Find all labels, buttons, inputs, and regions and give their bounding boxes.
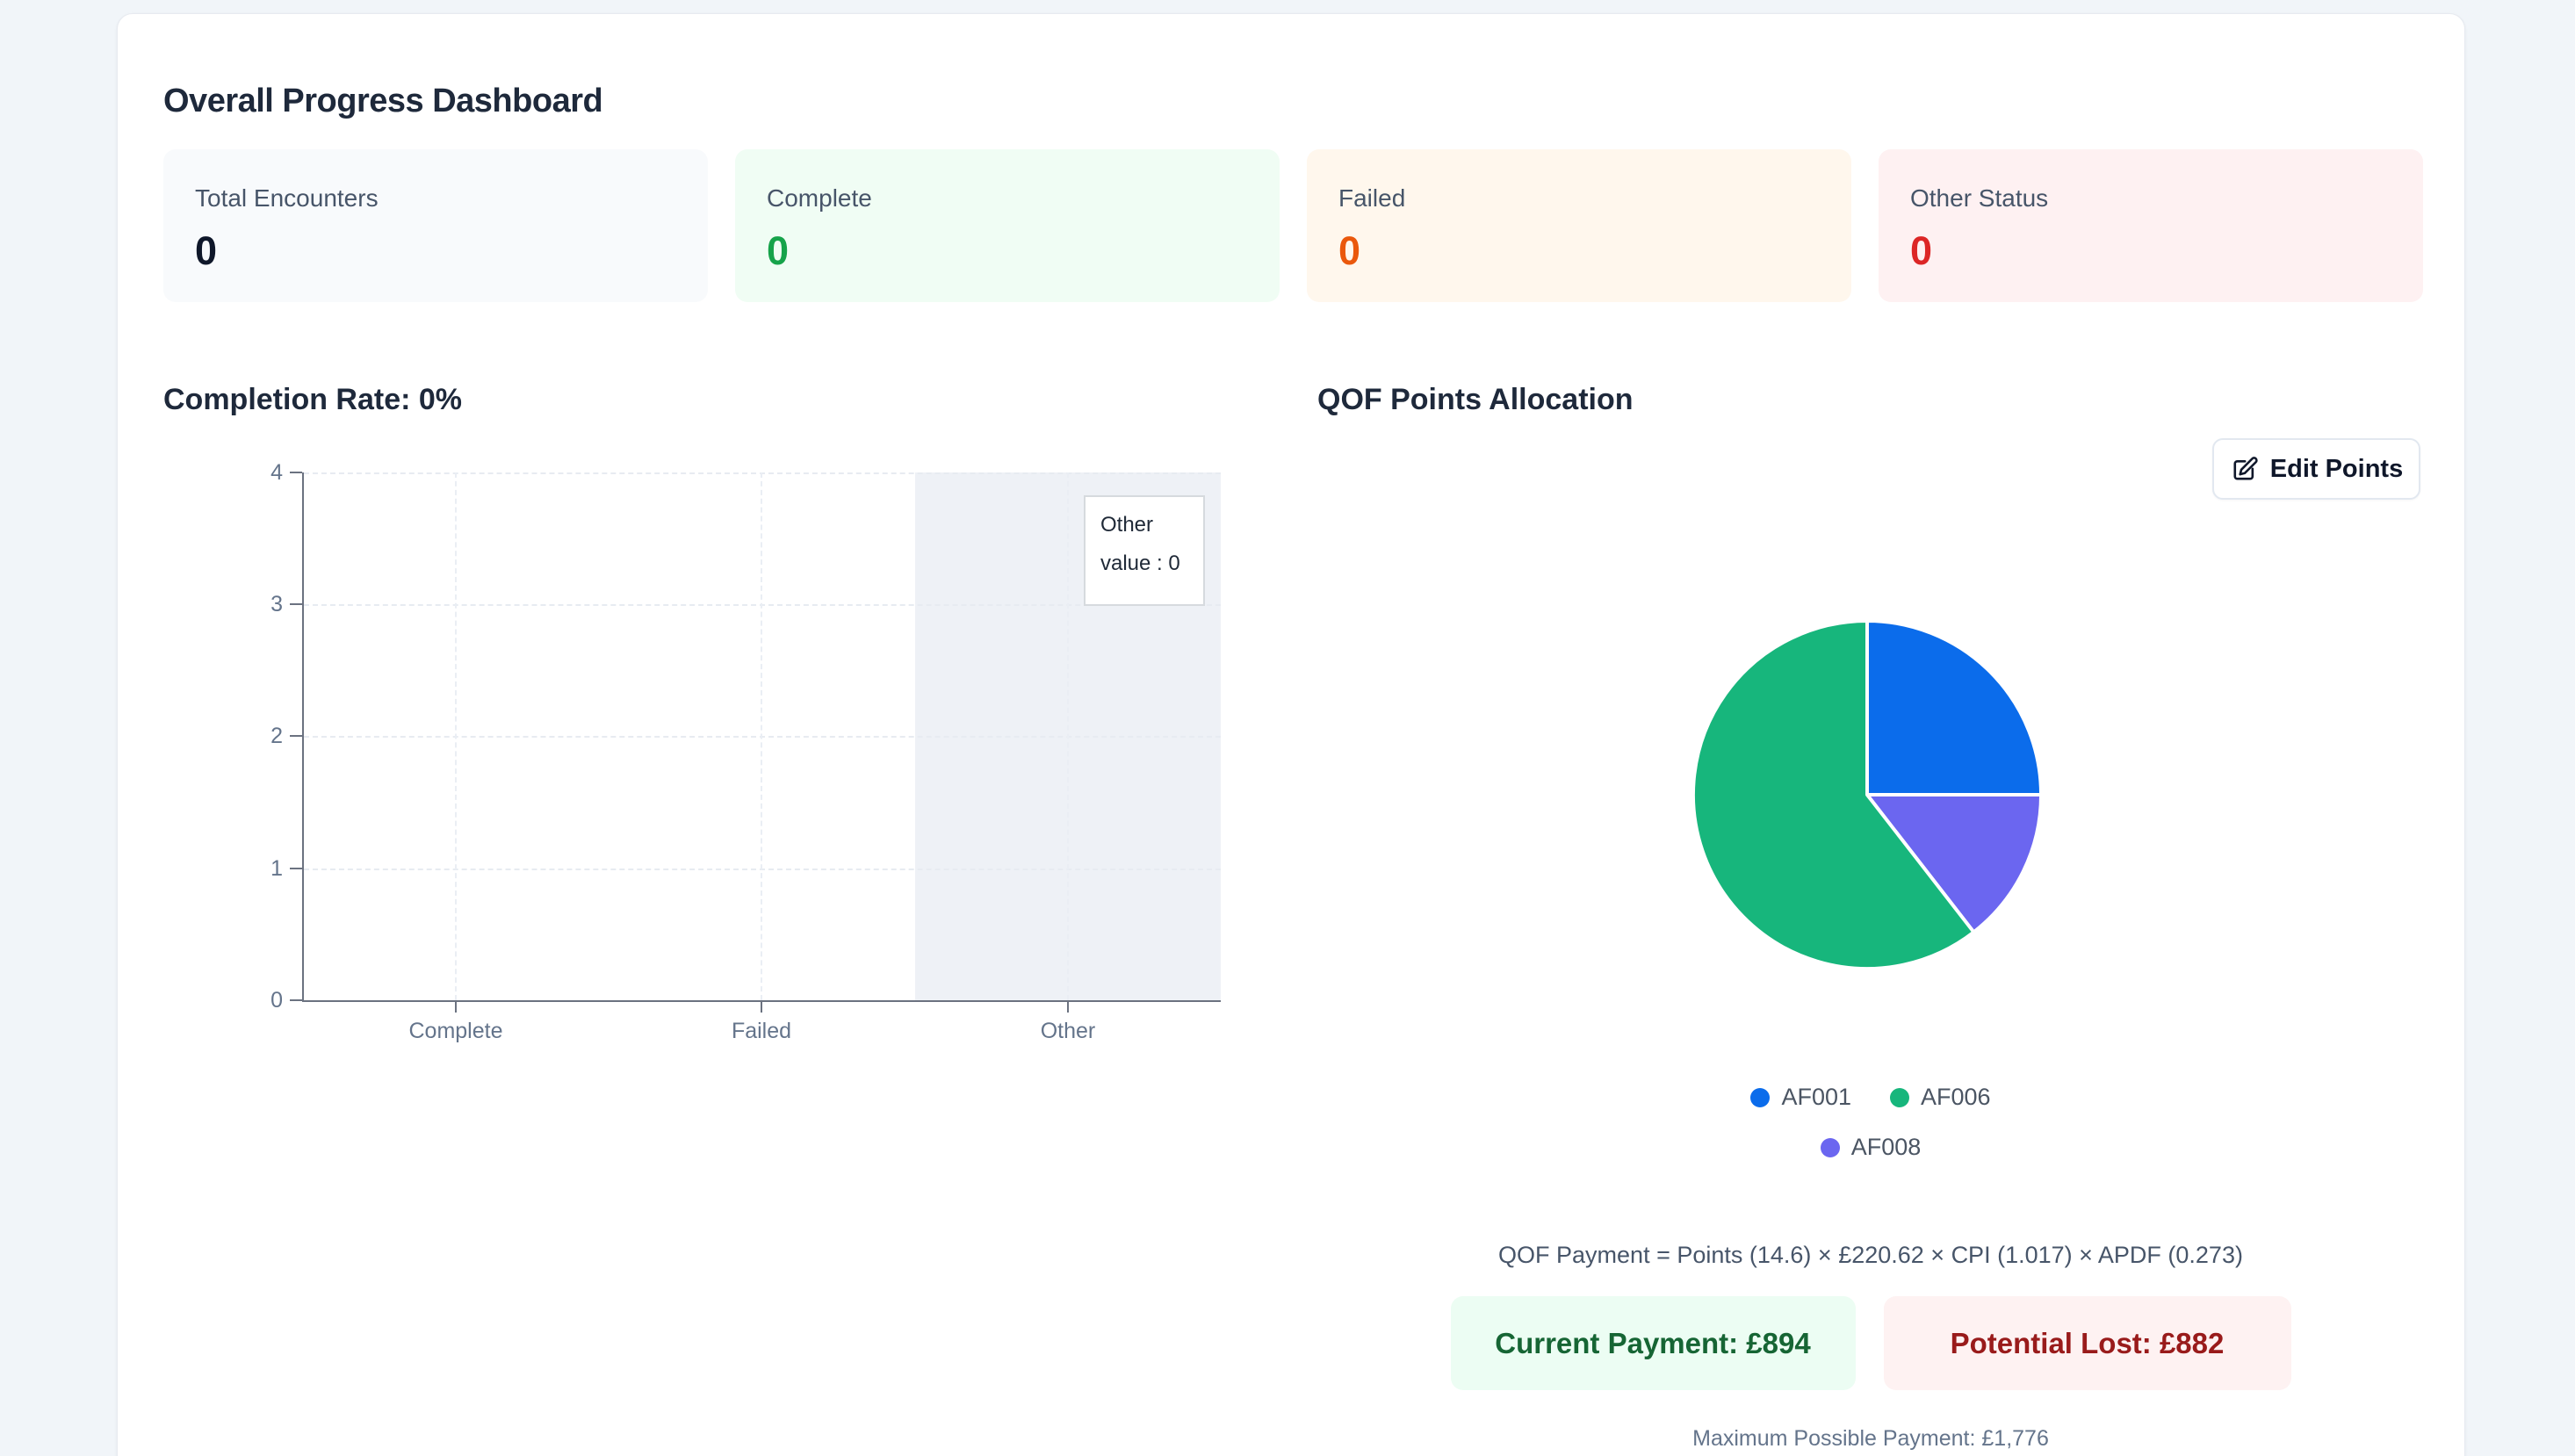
- current-payment-badge: Current Payment: £894: [1450, 1296, 1856, 1390]
- stat-card-complete: Complete 0: [735, 149, 1280, 302]
- stat-value: 0: [195, 228, 218, 273]
- stat-value: 0: [1910, 228, 1933, 273]
- stat-label: Total Encounters: [195, 184, 379, 212]
- y-axis-line: [302, 472, 304, 1002]
- edit-points-button[interactable]: Edit Points: [2212, 438, 2420, 500]
- gridline: [304, 472, 1221, 474]
- y-axis-label: 4: [270, 460, 283, 485]
- x-tick: [761, 1002, 762, 1013]
- pie-legend: AF001 AF006 AF008: [1317, 1084, 2424, 1161]
- chart-tooltip: Other value : 0: [1084, 495, 1205, 606]
- y-tick: [290, 472, 302, 473]
- legend-item-af006[interactable]: AF006: [1890, 1084, 1991, 1111]
- y-tick: [290, 868, 302, 869]
- legend-dot-purple: [1820, 1137, 1840, 1157]
- potential-lost-badge: Potential Lost: £882: [1883, 1296, 2291, 1390]
- legend-dot-blue: [1750, 1087, 1771, 1107]
- completion-bar-chart[interactable]: 4 3 2 1 0 Complete Failed Other Other va…: [270, 460, 1221, 1043]
- legend-row: AF001 AF006: [1750, 1084, 1991, 1111]
- qof-payment-formula: QOF Payment = Points (14.6) × £220.62 × …: [1498, 1242, 2243, 1268]
- payment-summary-row: Current Payment: £894 Potential Lost: £8…: [1317, 1296, 2424, 1390]
- tooltip-value: value : 0: [1100, 551, 1180, 575]
- pie-slice-af006[interactable]: [1691, 619, 1976, 970]
- gridline: [455, 472, 457, 1000]
- legend-label: AF006: [1921, 1084, 1991, 1110]
- y-axis-label: 1: [270, 856, 283, 881]
- pie-slice-af001[interactable]: [1865, 619, 2043, 796]
- legend-dot-green: [1890, 1087, 1909, 1107]
- stat-card-failed: Failed 0: [1307, 149, 1851, 302]
- y-tick: [290, 735, 302, 737]
- legend-item-af008[interactable]: AF008: [1820, 1134, 1922, 1161]
- x-axis-label-failed: Failed: [731, 1019, 792, 1043]
- completion-rate-heading: Completion Rate: 0%: [163, 383, 463, 416]
- legend-row: AF008: [1820, 1134, 1922, 1161]
- max-payment-text: Maximum Possible Payment: £1,776: [1692, 1426, 2049, 1451]
- qof-points-heading: QOF Points Allocation: [1317, 383, 1634, 416]
- pie-slice-af008[interactable]: [1865, 793, 2043, 934]
- stat-label: Other Status: [1910, 184, 2049, 212]
- stat-label: Failed: [1338, 184, 1406, 212]
- x-tick: [455, 1002, 457, 1013]
- y-axis-label: 2: [270, 724, 283, 748]
- tooltip-category: Other: [1100, 513, 1154, 537]
- x-tick: [1067, 1002, 1069, 1013]
- gridline: [304, 604, 1221, 606]
- stat-card-other-status: Other Status 0: [1879, 149, 2423, 302]
- stat-card-total-encounters: Total Encounters 0: [163, 149, 708, 302]
- x-axis-line: [302, 1000, 1221, 1002]
- qof-pie-chart[interactable]: [1691, 619, 2043, 970]
- legend-label: AF001: [1781, 1084, 1851, 1110]
- gridline: [1067, 472, 1069, 1000]
- stat-value: 0: [1338, 228, 1361, 273]
- stat-label: Complete: [767, 184, 872, 212]
- gridline: [761, 472, 762, 1000]
- y-axis-label: 0: [270, 988, 283, 1013]
- dashboard-card: Overall Progress Dashboard Total Encount…: [117, 13, 2465, 1456]
- gridline: [304, 736, 1221, 738]
- legend-item-af001[interactable]: AF001: [1750, 1084, 1851, 1111]
- stat-value: 0: [767, 228, 790, 273]
- x-axis-label-other: Other: [1040, 1019, 1096, 1043]
- edit-pencil-icon: [2233, 456, 2258, 480]
- y-tick: [290, 603, 302, 605]
- page-title: Overall Progress Dashboard: [163, 83, 603, 119]
- edit-points-label: Edit Points: [2269, 454, 2404, 483]
- y-tick: [290, 999, 302, 1001]
- y-axis-label: 3: [270, 592, 283, 616]
- gridline: [304, 869, 1221, 870]
- stats-row: Total Encounters 0 Complete 0 Failed 0 O…: [163, 149, 2424, 302]
- legend-label: AF008: [1850, 1134, 1922, 1160]
- x-axis-label-complete: Complete: [408, 1019, 503, 1043]
